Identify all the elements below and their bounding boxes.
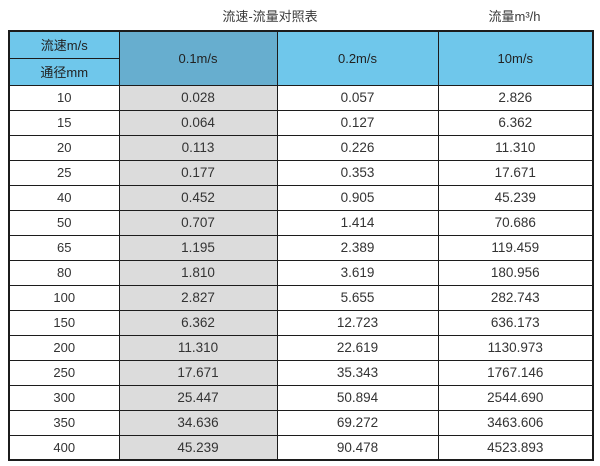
diameter-cell: 200 (8, 334, 120, 361)
value-cell-0-1ms: 0.707 (118, 209, 278, 236)
table-row: 150 6.362 12.723 636.173 (8, 309, 594, 336)
value-cell-0-2ms: 1.414 (276, 209, 439, 236)
header-diameter: 通径mm (8, 57, 120, 86)
flow-unit-label: 流量m³/h (488, 9, 541, 24)
value-cell-0-1ms: 11.310 (118, 334, 278, 361)
table-row: 400 45.239 90.478 4523.893 (8, 434, 594, 461)
value-cell-0-2ms: 0.226 (276, 134, 439, 161)
table-row: 300 25.447 50.894 2544.690 (8, 384, 594, 411)
diameter-cell: 65 (8, 234, 120, 261)
table-row: 65 1.195 2.389 119.459 (8, 234, 594, 261)
diameter-cell: 25 (8, 159, 120, 186)
value-cell-10ms: 3463.606 (437, 409, 594, 436)
value-cell-0-2ms: 22.619 (276, 334, 439, 361)
diameter-cell: 80 (8, 259, 120, 286)
value-cell-0-1ms: 34.636 (118, 409, 278, 436)
header-row-bottom: 通径mm (8, 57, 593, 86)
value-cell-10ms: 282.743 (437, 284, 594, 311)
diameter-cell: 250 (8, 359, 120, 386)
value-cell-10ms: 180.956 (437, 259, 594, 286)
value-cell-10ms: 45.239 (437, 184, 594, 211)
diameter-cell: 100 (8, 284, 120, 311)
header-col-0-1ms: 0.1m/s (118, 30, 278, 86)
value-cell-10ms: 6.362 (437, 109, 594, 136)
diameter-cell: 300 (8, 384, 120, 411)
diameter-cell: 400 (8, 434, 120, 461)
value-cell-10ms: 11.310 (437, 134, 594, 161)
header-row-top: 流速m/s 0.1m/s 0.2m/s 10m/s (8, 30, 594, 86)
value-cell-0-2ms: 69.272 (276, 409, 439, 436)
value-cell-10ms: 636.173 (437, 309, 594, 336)
table-row: 10 0.028 0.057 2.826 (8, 84, 594, 111)
value-cell-10ms: 119.459 (437, 234, 594, 261)
value-cell-0-1ms: 0.177 (118, 159, 278, 186)
value-cell-10ms: 2.826 (437, 84, 594, 111)
table-row: 350 34.636 69.272 3463.606 (8, 409, 594, 436)
value-cell-0-2ms: 0.127 (276, 109, 439, 136)
value-cell-0-1ms: 1.195 (118, 234, 278, 261)
diameter-cell: 10 (8, 84, 120, 111)
caption-bar: 流速-流量对照表 流量m³/h (0, 0, 600, 30)
table-title: 流速-流量对照表 (222, 9, 318, 24)
diameter-cell: 40 (8, 184, 120, 211)
value-cell-0-1ms: 6.362 (118, 309, 278, 336)
value-cell-0-1ms: 0.113 (118, 134, 278, 161)
diameter-cell: 15 (8, 109, 120, 136)
header-flow-velocity: 流速m/s (8, 30, 120, 59)
value-cell-10ms: 70.686 (437, 209, 594, 236)
value-cell-0-2ms: 0.353 (276, 159, 439, 186)
value-cell-0-1ms: 0.028 (118, 84, 278, 111)
value-cell-10ms: 1130.973 (437, 334, 594, 361)
value-cell-0-2ms: 35.343 (276, 359, 439, 386)
value-cell-10ms: 2544.690 (437, 384, 594, 411)
value-cell-0-2ms: 0.905 (276, 184, 439, 211)
value-cell-0-1ms: 0.064 (118, 109, 278, 136)
table-row: 50 0.707 1.414 70.686 (8, 209, 594, 236)
value-cell-0-1ms: 0.452 (118, 184, 278, 211)
value-cell-0-2ms: 90.478 (276, 434, 439, 461)
diameter-cell: 50 (8, 209, 120, 236)
value-cell-0-1ms: 1.810 (118, 259, 278, 286)
table-row: 15 0.064 0.127 6.362 (8, 109, 594, 136)
value-cell-0-2ms: 2.389 (276, 234, 439, 261)
table-row: 80 1.810 3.619 180.956 (8, 259, 594, 286)
flow-rate-table: 流速m/s 0.1m/s 0.2m/s 10m/s 通径mm 10 0.028 … (8, 30, 594, 461)
value-cell-10ms: 1767.146 (437, 359, 594, 386)
value-cell-10ms: 17.671 (437, 159, 594, 186)
value-cell-0-1ms: 17.671 (118, 359, 278, 386)
value-cell-0-1ms: 2.827 (118, 284, 278, 311)
value-cell-0-2ms: 5.655 (276, 284, 439, 311)
header-col-10ms: 10m/s (437, 30, 594, 86)
table-row: 40 0.452 0.905 45.239 (8, 184, 594, 211)
table-row: 100 2.827 5.655 282.743 (8, 284, 594, 311)
diameter-cell: 150 (8, 309, 120, 336)
value-cell-0-2ms: 50.894 (276, 384, 439, 411)
value-cell-0-1ms: 45.239 (118, 434, 278, 461)
table-row: 200 11.310 22.619 1130.973 (8, 334, 594, 361)
value-cell-0-2ms: 12.723 (276, 309, 439, 336)
diameter-cell: 350 (8, 409, 120, 436)
table-row: 250 17.671 35.343 1767.146 (8, 359, 594, 386)
value-cell-0-2ms: 0.057 (276, 84, 439, 111)
value-cell-0-2ms: 3.619 (276, 259, 439, 286)
header-col-0-2ms: 0.2m/s (276, 30, 439, 86)
table-row: 20 0.113 0.226 11.310 (8, 134, 594, 161)
value-cell-10ms: 4523.893 (437, 434, 594, 461)
table-row: 25 0.177 0.353 17.671 (8, 159, 594, 186)
value-cell-0-1ms: 25.447 (118, 384, 278, 411)
diameter-cell: 20 (8, 134, 120, 161)
